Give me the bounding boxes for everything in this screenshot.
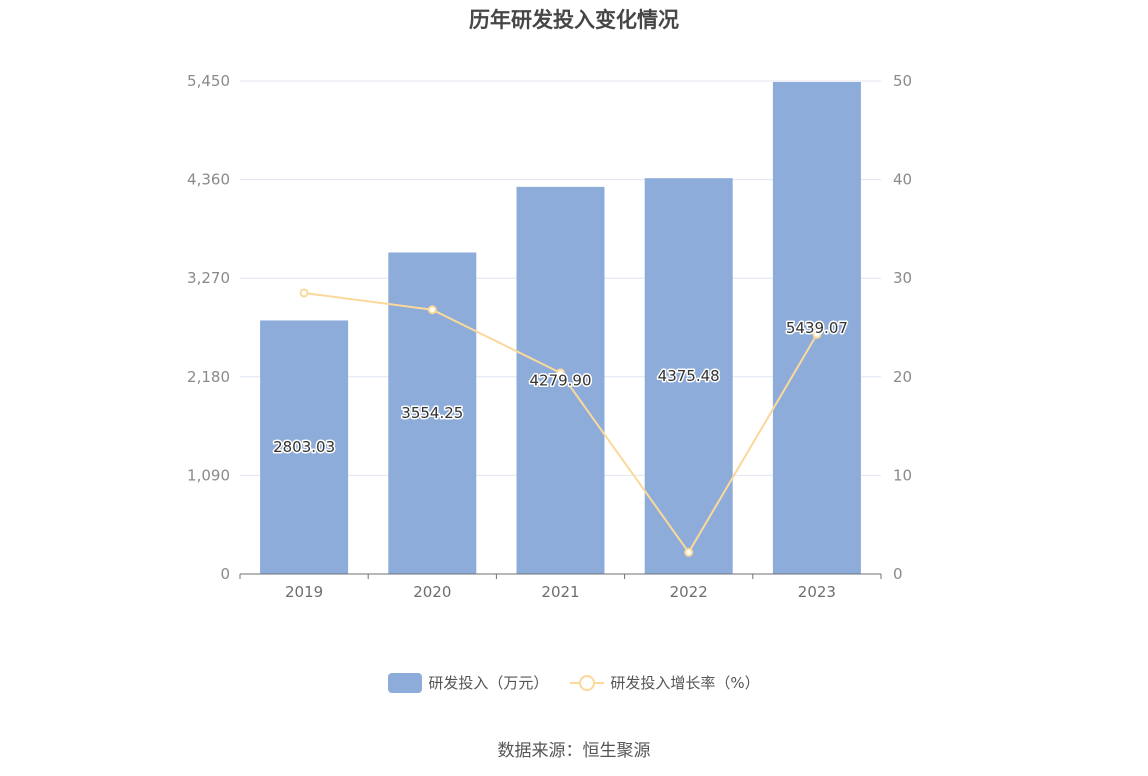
line-point	[684, 547, 694, 557]
bar-value-label: 4279.90	[529, 371, 591, 389]
line-point	[427, 305, 437, 315]
x-tick-label: 2020	[413, 583, 451, 601]
bar	[260, 320, 349, 574]
line-point	[299, 288, 309, 298]
chart-title: 历年研发投入变化情况	[469, 8, 679, 32]
bar-value-label: 2803.03	[273, 438, 335, 456]
y-right-tick-label: 0	[893, 565, 903, 583]
x-tick-label: 2019	[285, 583, 323, 601]
y-left-tick-label: 2,180	[187, 368, 230, 386]
legend-item-bar[interactable]: 研发投入（万元）	[388, 672, 548, 693]
legend-line-swatch	[570, 674, 605, 691]
y-right-tick-label: 20	[893, 368, 912, 386]
bar-value-label: 4375.48	[658, 367, 720, 385]
bar-value-label: 3554.25	[401, 404, 463, 422]
y-right-tick-label: 10	[893, 466, 912, 484]
y-left-tick-label: 1,090	[187, 466, 230, 484]
source-note: 数据来源：恒生聚源	[497, 741, 651, 761]
line-series	[299, 288, 822, 557]
bar-series	[260, 81, 861, 575]
y-right-tick-label: 40	[893, 171, 912, 189]
y-left-tick-label: 5,450	[187, 72, 230, 90]
legend: 研发投入（万元） 研发投入增长率（%）	[0, 672, 1148, 693]
axes: 0 1,090 2,180 3,270 4,360 5,450 0 10 20 30 40 50 201…	[187, 72, 912, 601]
bar	[516, 186, 605, 574]
y-left-tick-label: 3,270	[187, 269, 230, 287]
x-tick-label: 2023	[798, 583, 836, 601]
x-tick-label: 2022	[670, 583, 708, 601]
bar	[772, 81, 861, 575]
legend-bar-swatch	[388, 672, 423, 693]
y-left-tick-label: 0	[220, 565, 230, 583]
legend-bar-label: 研发投入（万元）	[428, 674, 549, 692]
bar	[644, 178, 733, 574]
line-point	[556, 368, 565, 378]
line-point	[812, 329, 822, 339]
x-tick-label: 2021	[541, 583, 579, 601]
legend-line-label: 研发投入增长率（%）	[610, 674, 760, 692]
legend-item-line[interactable]: 研发投入增长率（%）	[570, 672, 760, 693]
bar-value-label: 5439.07	[786, 319, 848, 337]
y-right-tick-label: 30	[893, 269, 912, 287]
data-labels: 2803.03 3554.25 4279.90 4375.48 5439.07	[272, 317, 850, 457]
y-left-tick-label: 4,360	[187, 171, 230, 189]
y-right-tick-label: 50	[893, 72, 912, 90]
